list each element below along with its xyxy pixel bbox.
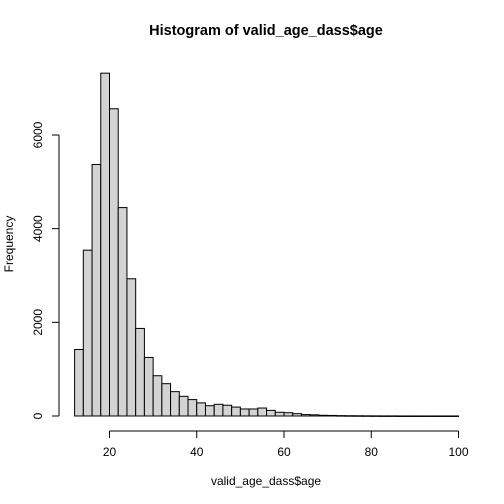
histogram-bar-66-68 <box>309 414 320 417</box>
x-tick-label-20: 20 <box>103 445 117 459</box>
histogram-bar-44-46 <box>213 403 224 417</box>
histogram-bar-56-58 <box>266 409 276 417</box>
histogram-bar-24-26 <box>126 278 137 417</box>
histogram-bar-88-90 <box>405 415 416 417</box>
x-tick-label-100: 100 <box>448 445 468 459</box>
x-tick-label-60: 60 <box>277 445 291 459</box>
histogram-bar-36-38 <box>178 395 189 417</box>
histogram-bar-12-14 <box>74 348 84 417</box>
histogram-bar-52-54 <box>248 408 259 417</box>
histogram-bar-32-34 <box>161 383 172 417</box>
histogram-bar-34-36 <box>170 391 180 417</box>
histogram-bar-74-76 <box>344 415 355 417</box>
bars-group <box>74 72 459 417</box>
chart-title: Histogram of valid_age_dass$age <box>149 23 383 39</box>
histogram-bar-72-74 <box>335 415 346 417</box>
histogram-bar-92-94 <box>423 415 433 417</box>
histogram-bar-18-20 <box>100 72 111 417</box>
histogram-bar-68-70 <box>318 414 329 417</box>
histogram-bar-86-88 <box>396 415 407 417</box>
histogram-bar-46-48 <box>222 404 233 417</box>
histogram-bar-50-52 <box>239 408 250 417</box>
histogram-bar-20-22 <box>109 108 119 417</box>
x-tick-label-40: 40 <box>190 445 204 459</box>
x-axis: 20 40 60 80 100 <box>103 430 469 459</box>
histogram-bar-26-28 <box>135 327 145 417</box>
histogram-bar-64-66 <box>300 414 311 417</box>
histogram-bar-84-86 <box>388 415 398 417</box>
histogram-bar-98-100 <box>449 415 459 417</box>
histogram-bar-60-62 <box>283 412 294 417</box>
histogram-bar-96-98 <box>440 415 451 417</box>
histogram-bar-94-96 <box>431 415 442 417</box>
histogram-bar-82-84 <box>379 415 390 417</box>
y-axis-label: Frequency <box>2 216 16 273</box>
y-tick-label-4000: 4000 <box>31 215 45 242</box>
y-tick-label-6000: 6000 <box>31 121 45 148</box>
histogram-bar-42-44 <box>204 405 215 417</box>
histogram-bar-80-82 <box>370 415 381 417</box>
histogram-bar-48-50 <box>231 406 241 417</box>
x-tick-label-80: 80 <box>365 445 379 459</box>
histogram-bar-30-32 <box>152 375 163 417</box>
histogram-bar-40-42 <box>196 402 206 417</box>
y-tick-label-0: 0 <box>31 412 45 419</box>
histogram-bar-14-16 <box>82 249 93 417</box>
histogram-bar-58-60 <box>274 411 285 417</box>
histogram-bar-22-24 <box>117 207 128 417</box>
histogram-bar-38-40 <box>187 399 198 417</box>
histogram-bar-90-92 <box>414 415 425 417</box>
histogram-bar-78-80 <box>362 415 372 417</box>
histogram-bar-16-18 <box>91 164 102 417</box>
y-tick-label-2000: 2000 <box>31 309 45 336</box>
histogram-bar-54-56 <box>257 407 268 417</box>
histogram-bar-28-30 <box>143 356 154 417</box>
x-axis-label: valid_age_dass$age <box>211 474 321 488</box>
y-axis: 0 2000 4000 6000 <box>31 121 60 419</box>
histogram-bar-70-72 <box>327 414 337 417</box>
histogram-bar-76-78 <box>353 415 364 417</box>
histogram-bar-62-64 <box>292 413 302 417</box>
